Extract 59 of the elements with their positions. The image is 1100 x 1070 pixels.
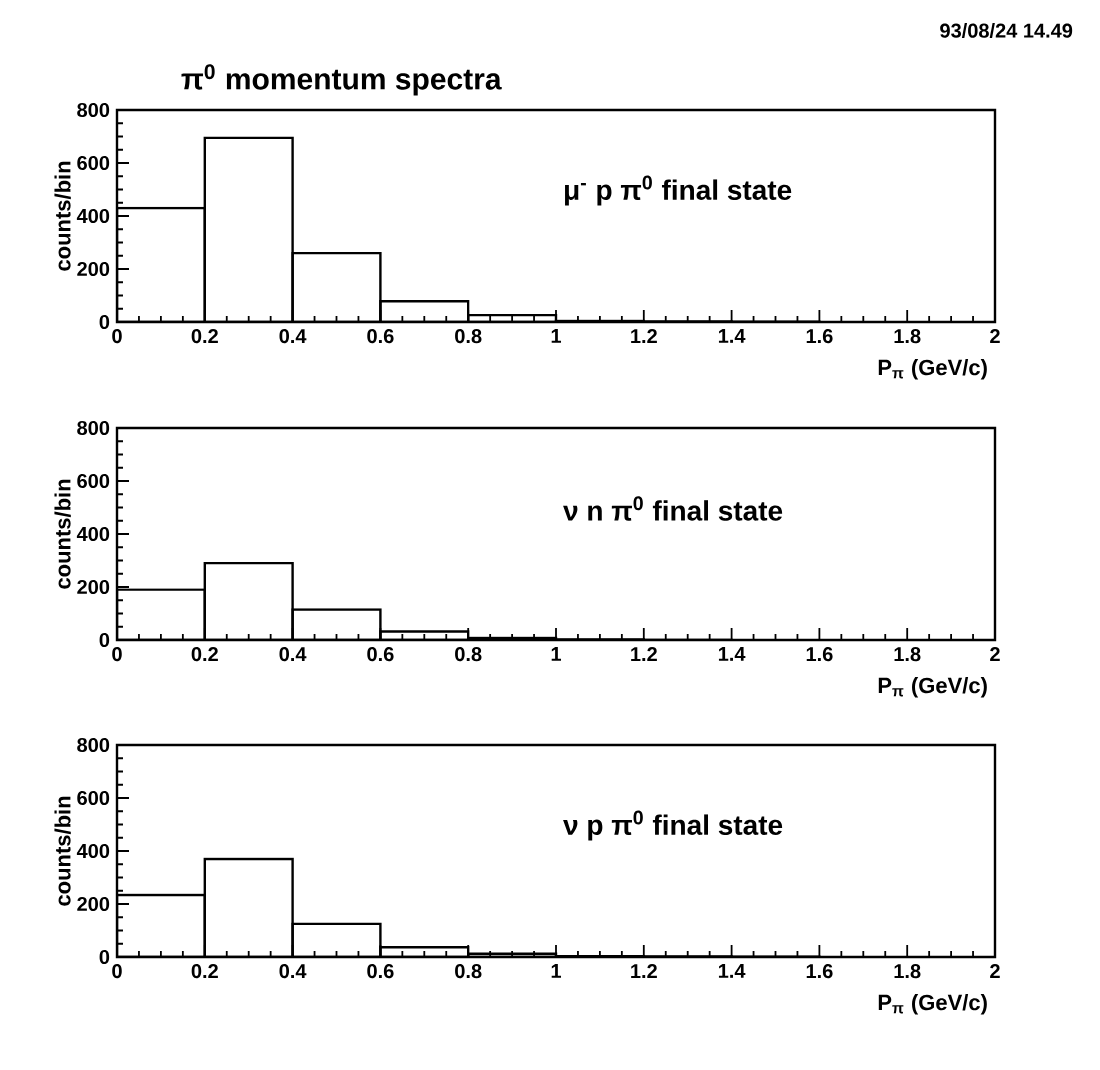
- x-tick-label: 1.8: [894, 964, 921, 979]
- x-tick-label: 1: [551, 329, 562, 343]
- y-tick-label: 200: [77, 896, 110, 912]
- x-tick-label: 2: [990, 329, 1000, 344]
- annotation: ν p π$^{0}$ final state: [563, 810, 783, 841]
- x-tick-label: 0.4: [279, 647, 307, 662]
- x-tick-label: 1.2: [631, 964, 657, 979]
- x-tick-label: 1.6: [806, 647, 833, 662]
- x-axis-title: P$_{π}$ (GeV/c): [878, 359, 987, 380]
- x-tick-label: 2: [990, 964, 1000, 979]
- y-tick-label: 400: [76, 526, 110, 542]
- x-tick-label: 0.4: [279, 329, 307, 344]
- x-tick-label: 1.8: [894, 329, 921, 344]
- y-axis-title: counts/bin: [54, 796, 71, 906]
- x-tick-label: 0.8: [455, 329, 482, 344]
- y-tick-label: 600: [77, 790, 110, 806]
- x-tick-label: 2: [990, 647, 1000, 662]
- y-tick-label: 800: [77, 737, 110, 753]
- x-axis-title: P$_{π}$ (GeV/c): [878, 677, 987, 698]
- y-tick-label: 0: [99, 632, 110, 648]
- x-tick-label: 0.6: [367, 964, 394, 979]
- x-tick-label: 0.2: [191, 964, 218, 979]
- x-tick-label: 1.2: [631, 647, 657, 662]
- y-axis-title: counts/bin: [54, 161, 71, 271]
- y-tick-label: 400: [76, 208, 110, 224]
- x-tick-label: 0: [112, 329, 122, 344]
- y-tick-label: 800: [77, 420, 110, 436]
- x-tick-label: 0.2: [191, 647, 218, 662]
- chart-title: π$^{0}$ momentum spectra: [181, 64, 502, 96]
- x-tick-label: 0: [112, 964, 122, 979]
- x-tick-label: 0.8: [455, 647, 482, 662]
- annotation: ν n π$^{0}$ final state: [563, 496, 783, 521]
- x-tick-label: 0.6: [367, 647, 394, 662]
- x-tick-label: 1: [551, 647, 562, 661]
- x-tick-label: 1.6: [806, 964, 833, 979]
- x-tick-label: 1.4: [718, 329, 746, 343]
- x-tick-label: 0.4: [279, 964, 307, 979]
- x-tick-label: 0.6: [367, 329, 394, 344]
- text: 93/08/24 14.49: [940, 23, 1073, 38]
- x-tick-label: 1.8: [894, 647, 921, 662]
- y-tick-label: 0: [99, 949, 110, 965]
- x-tick-label: 0.8: [455, 964, 482, 979]
- y-tick-label: 600: [77, 473, 110, 489]
- x-tick-label: 1.2: [631, 329, 657, 344]
- x-tick-label: 0: [112, 647, 122, 662]
- y-tick-label: 200: [77, 261, 110, 277]
- x-tick-label: 1: [551, 964, 562, 978]
- x-tick-label: 1.6: [806, 329, 833, 344]
- x-tick-label: 1.4: [718, 964, 746, 978]
- x-tick-label: 1.4: [718, 647, 746, 661]
- y-tick-label: 600: [77, 155, 110, 171]
- y-tick-label: 0: [99, 314, 110, 330]
- y-tick-label: 400: [76, 843, 110, 859]
- y-axis-title: counts/bin: [54, 479, 71, 589]
- x-tick-label: 0.2: [191, 329, 218, 344]
- x-axis-title: P$_{π}$ (GeV/c): [878, 994, 987, 1015]
- y-tick-label: 200: [77, 579, 110, 595]
- y-tick-label: 800: [77, 102, 110, 118]
- annotation: μ$^{-}$ p π$^{0}$ final state: [565, 175, 792, 206]
